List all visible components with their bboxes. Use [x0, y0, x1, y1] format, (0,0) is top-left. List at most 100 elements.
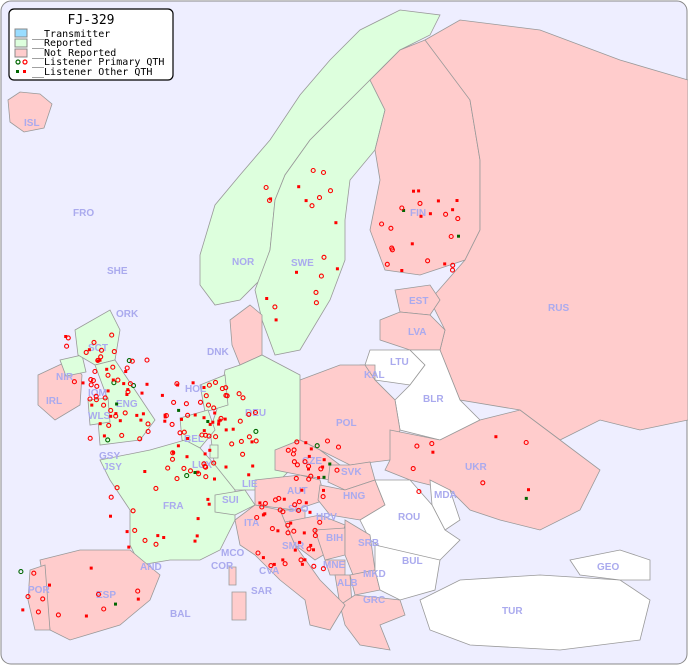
listener-primary-qth-marker [229, 441, 235, 447]
listener-other-qth-marker [105, 367, 109, 371]
listener-primary-qth-marker [262, 500, 268, 506]
listener-other-qth-marker [309, 447, 313, 451]
listener-other-qth-marker [96, 359, 100, 363]
other-qth-red-icon [23, 70, 26, 73]
listener-other-qth-marker [122, 382, 126, 386]
listener-primary-qth-marker [294, 439, 300, 445]
listener-primary-qth-marker [292, 502, 298, 508]
country-label-grc: GRC [363, 595, 385, 606]
listener-primary-qth-marker [174, 381, 180, 387]
listener-other-qth-marker [412, 189, 415, 193]
listener-primary-qth-marker [429, 441, 435, 447]
listener-primary-qth-marker [35, 609, 41, 615]
listener-primary-qth-marker [327, 188, 334, 194]
listener-other-qth-marker [263, 512, 267, 516]
listener-primary-qth-marker [285, 447, 291, 453]
listener-other-qth-marker [269, 197, 273, 201]
country-label-fro: FRO [73, 208, 94, 219]
listener-other-qth-marker [125, 393, 129, 396]
country-est [394, 284, 441, 316]
listener-primary-qth-marker [388, 225, 394, 231]
country-sar [231, 591, 247, 621]
country-sui [214, 489, 256, 516]
listener-primary-qth-marker [153, 485, 159, 491]
country-label-blr: BLR [423, 394, 444, 405]
listener-primary-qth-marker [101, 402, 107, 408]
listener-other-qth-marker [217, 422, 221, 426]
listener-primary-qth-marker [414, 443, 420, 449]
listener-primary-qth-marker [253, 438, 259, 444]
listener-primary-qth-marker [185, 412, 191, 418]
listener-primary-qth-marker [290, 451, 296, 457]
listener-primary-qth-marker [314, 443, 320, 449]
listener-other-qth-marker [417, 189, 421, 193]
listener-other-qth-marker [114, 602, 117, 606]
country-label-nir: NIR [56, 372, 74, 383]
listener-primary-qth-marker [272, 304, 278, 310]
country-lux [209, 444, 219, 459]
listener-other-qth-marker [322, 475, 326, 479]
listener-primary-qth-marker [98, 354, 104, 360]
listener-other-qth-marker [308, 510, 312, 514]
listener-other-qth-marker [84, 614, 88, 618]
country-label-pol: POL [336, 418, 357, 429]
listener-primary-qth-marker [317, 519, 323, 525]
listener-primary-qth-marker [443, 211, 449, 217]
legend: FJ-329 __Transmitter __Reported __Not Re… [8, 8, 174, 81]
listener-other-qth-marker [304, 501, 308, 505]
listener-other-qth-marker [171, 450, 175, 454]
listener-primary-qth-marker [169, 456, 176, 462]
listener-other-qth-marker [145, 382, 149, 386]
listener-other-qth-marker [295, 270, 298, 274]
listener-primary-qth-marker [410, 466, 416, 472]
listener-primary-qth-marker [254, 514, 260, 521]
legend-transmitter: __Transmitter [32, 29, 110, 40]
listener-other-qth-marker [258, 501, 262, 505]
listener-primary-qth-marker [87, 435, 93, 441]
listener-other-qth-marker [304, 441, 308, 445]
listener-other-qth-marker [163, 415, 167, 419]
listener-other-qth-marker [312, 548, 315, 552]
listener-other-qth-marker [300, 488, 304, 492]
listener-primary-qth-marker [113, 413, 119, 419]
country-label-sui: SUI [222, 495, 239, 506]
listener-other-qth-marker [156, 534, 160, 538]
listener-primary-qth-marker [105, 437, 111, 443]
listener-primary-qth-marker [310, 167, 316, 174]
country-label-smr: SMR [282, 541, 305, 552]
listener-other-qth-marker [524, 496, 528, 500]
listener-other-qth-marker [196, 517, 200, 521]
listener-primary-qth-marker [196, 471, 202, 477]
listener-primary-qth-marker [240, 451, 246, 457]
listener-primary-qth-marker [309, 203, 315, 209]
country-label-alb: ALB [337, 578, 358, 589]
country-mda [429, 479, 461, 531]
listener-primary-qth-marker [203, 393, 209, 399]
listener-primary-qth-marker [219, 386, 225, 392]
listener-other-qth-marker [213, 477, 216, 481]
listener-other-qth-marker [191, 381, 195, 385]
listener-primary-qth-marker [334, 467, 340, 473]
listener-primary-qth-marker [197, 399, 204, 405]
listener-other-qth-marker [109, 514, 112, 518]
listener-primary-qth-marker [55, 612, 61, 618]
listener-primary-qth-marker [212, 379, 219, 385]
listener-primary-qth-marker [240, 395, 246, 401]
listener-primary-qth-marker [448, 233, 454, 240]
country-label-deu: DEU [245, 408, 266, 419]
listener-other-qth-marker [160, 393, 164, 397]
country-grc [339, 594, 406, 651]
listener-primary-qth-marker [306, 463, 312, 469]
listener-primary-qth-marker [455, 216, 461, 222]
listener-primary-qth-marker [389, 247, 395, 253]
listener-other-qth-marker [231, 427, 235, 431]
listener-other-qth-marker [177, 408, 181, 412]
country-label-bel: BEL [184, 434, 204, 445]
listener-other-qth-marker [289, 521, 293, 525]
country-hol [199, 374, 229, 413]
listener-other-qth-marker [208, 448, 212, 452]
country-geo [569, 549, 651, 581]
listener-primary-qth-marker [205, 402, 212, 408]
listener-other-qth-marker [87, 348, 91, 352]
listener-primary-qth-marker [142, 537, 148, 543]
